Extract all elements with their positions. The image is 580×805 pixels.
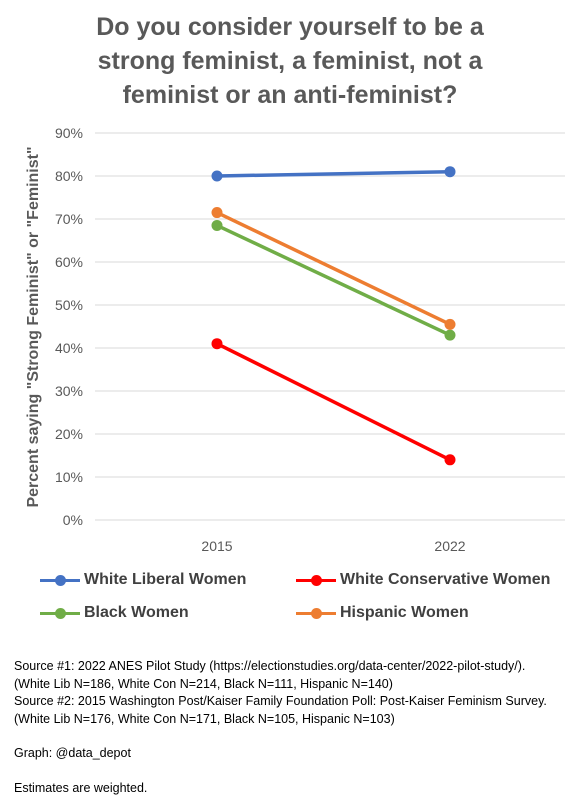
series-group xyxy=(211,166,456,466)
source-2-line-1: Source #2: 2015 Washington Post/Kaiser F… xyxy=(14,694,547,708)
chart-title: Do you consider yourself to be a strong … xyxy=(0,10,580,112)
y-tick-label: 10% xyxy=(55,469,83,485)
data-point xyxy=(211,207,223,219)
legend-item-white-liberal-women: White Liberal Women xyxy=(40,570,246,590)
series-hispanic-women xyxy=(211,207,456,330)
series-line xyxy=(215,341,452,462)
x-tick-label: 2015 xyxy=(201,538,232,554)
data-point xyxy=(444,166,456,178)
x-tick-label: 2022 xyxy=(434,538,465,554)
legend-swatch-marker xyxy=(311,608,322,619)
legend-swatch-marker xyxy=(55,608,66,619)
legend-swatch xyxy=(40,570,80,590)
data-point xyxy=(444,454,456,466)
data-point xyxy=(211,338,223,350)
legend: White Liberal Women White Conservative W… xyxy=(40,568,580,632)
legend-label: Hispanic Women xyxy=(340,604,469,621)
legend-item-white-conservative-women: White Conservative Women xyxy=(296,570,550,590)
y-tick-label: 20% xyxy=(55,426,83,442)
legend-swatch xyxy=(40,603,80,623)
source-2-line-2: (White Lib N=176, White Con N=171, Black… xyxy=(14,711,395,726)
y-axis-label: Percent saying "Strong Feminist" or "Fem… xyxy=(25,146,42,507)
legend-item-hispanic-women: Hispanic Women xyxy=(296,603,469,623)
series-white-conservative-women xyxy=(211,338,456,466)
legend-label: White Conservative Women xyxy=(340,571,551,588)
y-tick-label: 90% xyxy=(55,125,83,141)
series-line xyxy=(215,210,452,327)
y-tick-label: 60% xyxy=(55,254,83,270)
legend-swatch xyxy=(296,570,336,590)
y-tick-labels: 0% 10% 20% 30% 40% 50% 60% 70% 80% 90% xyxy=(55,125,83,528)
y-tick-label: 70% xyxy=(55,211,83,227)
y-tick-label: 50% xyxy=(55,297,83,313)
legend-swatch-marker xyxy=(55,575,66,586)
chart-title-line-2: strong feminist, a feminist, not a xyxy=(97,47,483,75)
source-1-line-2: (White Lib N=186, White Con N=214, Black… xyxy=(14,676,393,691)
line-chart: 0% 10% 20% 30% 40% 50% 60% 70% 80% 90% 2015 2022 P… xyxy=(25,125,565,554)
series-white-liberal-women xyxy=(211,166,456,182)
data-point xyxy=(211,219,223,231)
y-tick-label: 80% xyxy=(55,168,83,184)
series-line xyxy=(215,223,452,337)
y-tick-label: 0% xyxy=(63,512,83,528)
source-1-line-1: Source #1: 2022 ANES Pilot Study (https:… xyxy=(14,659,526,673)
series-black-women xyxy=(211,219,456,341)
data-point xyxy=(444,318,456,330)
weighting-note: Estimates are weighted. xyxy=(14,780,148,795)
graph-credit: Graph: @data_depot xyxy=(14,746,131,760)
y-tick-label: 40% xyxy=(55,340,83,356)
chart-title-line-3: feminist or an anti-feminist? xyxy=(122,81,458,109)
legend-label: Black Women xyxy=(84,604,189,621)
gridlines xyxy=(95,132,565,521)
series-line xyxy=(215,169,452,178)
legend-swatch xyxy=(296,603,336,623)
legend-item-black-women: Black Women xyxy=(40,603,189,623)
chart-title-line-1: Do you consider yourself to be a xyxy=(96,13,484,41)
legend-swatch-marker xyxy=(311,575,322,586)
source-notes: Source #1: 2022 ANES Pilot Study (https:… xyxy=(14,658,580,797)
y-tick-label: 30% xyxy=(55,383,83,399)
x-tick-labels: 2015 2022 xyxy=(201,538,465,554)
legend-label: White Liberal Women xyxy=(84,571,247,588)
data-point xyxy=(211,170,223,182)
data-point xyxy=(444,329,456,341)
